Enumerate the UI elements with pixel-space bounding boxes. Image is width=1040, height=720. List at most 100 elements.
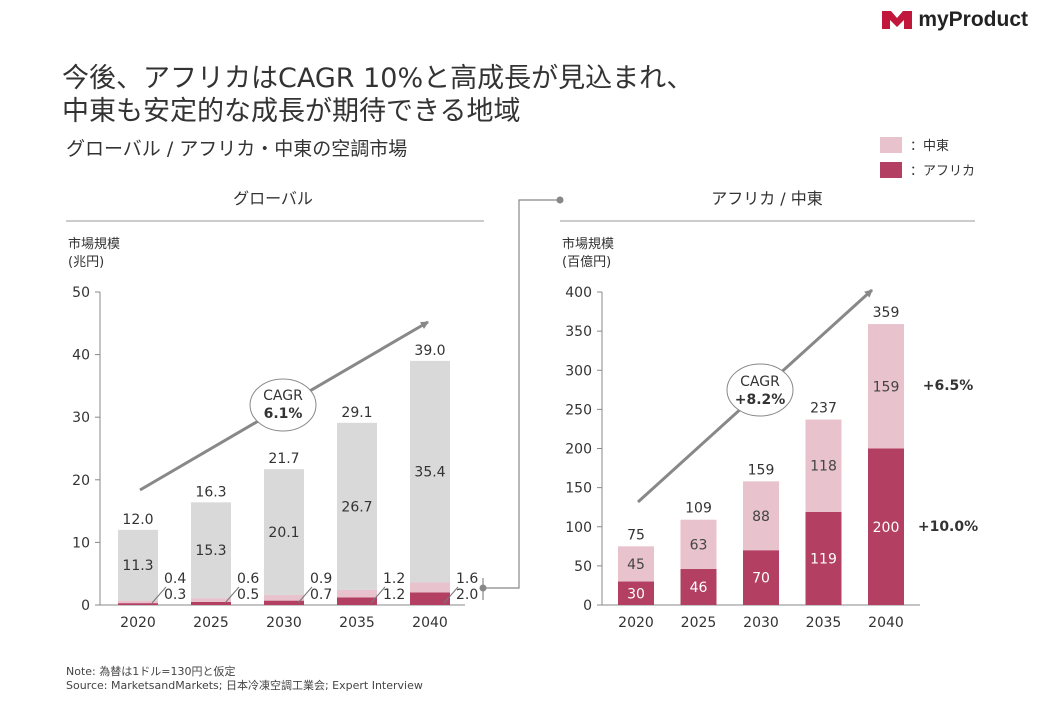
global-africa-label: 0.3 [164,587,186,603]
global-x-tick-label: 2030 [266,615,302,631]
global-cagr-value: 6.1% [264,406,303,422]
region-y-tick-label: 150 [565,481,592,497]
region-bar-total-label: 75 [627,527,645,543]
global-cagr-bubble [249,378,317,432]
footnote-note: Note: 為替は1ドル=130円と仮定 [66,665,236,678]
global-y-tick-label: 10 [72,535,90,551]
legend-swatch-africa [880,161,902,178]
region-bar-total-label: 359 [873,305,900,321]
page-subtitle: グローバル / アフリカ・中東の空調市場 [66,138,408,160]
global-y-tick-label: 30 [72,410,90,426]
global-ylabel-line1: 市場規模 [68,236,120,252]
global-bar-total-label: 21.7 [268,451,299,467]
region-cagr-value: +8.2% [735,392,786,408]
global-y-tick-label: 20 [72,473,90,489]
global-middle-east-label: 0.6 [237,571,259,587]
legend-swatch-middle-east [880,136,902,153]
global-y-tick-label: 0 [81,598,90,614]
region-africa-bar [743,550,779,605]
global-bar-value-label: 15.3 [195,543,226,559]
region-africa-bar [868,448,904,605]
global-bar-segment [264,469,304,595]
legend-item-africa: ：アフリカ [880,157,975,182]
global-africa-label: 0.7 [310,587,332,603]
region-middle-east-bar [805,419,842,512]
region-bar-total-label: 109 [685,501,712,517]
page-title: 今後、アフリカはCAGR 10%と高成長が見込まれ、 中東も安定的な成長が期待で… [62,62,693,128]
region-bar-total-label: 237 [810,401,837,417]
global-x-tick-label: 2040 [412,615,448,631]
region-africa-bar [680,569,717,605]
connector-dot-start [479,584,487,592]
region-africa-value-label: 46 [690,580,708,596]
global-bar-total-label: 29.1 [341,405,372,421]
region-middle-east-bar [868,324,904,449]
region-africa-value-label: 30 [627,586,645,602]
global-y-tick-label: 40 [72,348,90,364]
region-y-tick-label: 250 [565,402,592,418]
legend-label-middle-east: ：中東 [910,139,950,154]
global-x-tick-label: 2020 [120,615,156,631]
region-y-tick-label: 400 [565,285,592,301]
global-bar-total-label: 12.0 [122,512,153,528]
global-callout-leader [297,586,313,604]
page-title-line1: 今後、アフリカはCAGR 10%と高成長が見込まれ、 [62,63,694,94]
global-callout-leader [224,586,240,604]
global-bar-segment [410,582,450,593]
global-chart-title: グローバル [233,189,313,208]
region-cagr-bubble [726,363,794,417]
global-bar-segment [118,600,158,604]
region-chart-title: アフリカ / 中東 [711,189,823,208]
page-title-line2: 中東も安定的な成長が期待できる地域 [62,96,521,127]
region-africa-value-label: 70 [752,571,770,587]
global-bar-total-label: 39.0 [414,343,445,359]
region-y-tick-label: 350 [565,324,592,340]
global-africa-label: 1.2 [383,587,405,603]
brand-logo-text: myProduct [918,8,1028,31]
global-bar-value-label: 35.4 [414,465,445,481]
global-bar-segment [118,603,158,605]
global-callout-leader [370,586,386,604]
global-bar-segment [118,529,158,601]
global-x-tick-label: 2035 [339,615,375,631]
region-x-tick-label: 2040 [868,615,904,631]
global-callout-leader [151,586,167,604]
global-bar-segment [337,597,377,605]
global-callout-leader [443,586,459,604]
connector-line [482,199,560,600]
region-y-tick-label: 100 [565,520,592,536]
global-bar-segment [191,601,231,605]
global-bar-segment [337,422,377,590]
region-x-tick-label: 2035 [806,615,842,631]
global-bar-segment [191,502,231,599]
region-africa-bar [805,511,842,605]
region-y-tick-label: 50 [574,559,592,575]
footnote-source: Source: MarketsandMarkets; 日本冷凍空調工業会; Ex… [66,679,423,692]
global-x-tick-label: 2025 [193,615,229,631]
global-bar-value-label: 26.7 [341,499,372,515]
chart-legend: ：中東 ：アフリカ [880,132,975,182]
global-middle-east-label: 1.6 [456,571,478,587]
region-africa-bar [618,581,654,605]
global-cagr-label: CAGR [263,388,303,404]
global-y-tick-label: 50 [72,285,90,301]
global-middle-east-label: 0.9 [310,571,332,587]
region-bar-total-label: 159 [748,462,775,478]
global-bar-segment [264,600,304,605]
legend-item-middle-east: ：中東 [880,132,975,157]
legend-label-africa: ：アフリカ [910,164,976,179]
region-cagr-label: CAGR [740,374,780,390]
region-middle-east-bar [618,546,654,582]
region-x-tick-label: 2025 [681,615,717,631]
global-bar-total-label: 16.3 [195,484,226,500]
region-middle-east-value-label: 63 [690,537,708,553]
global-bar-value-label: 20.1 [268,525,299,541]
middle-east-cagr-label: +6.5% [923,378,974,394]
region-middle-east-value-label: 118 [810,459,837,475]
global-middle-east-label: 1.2 [383,571,405,587]
global-middle-east-label: 0.4 [164,571,186,587]
region-middle-east-value-label: 159 [873,379,900,395]
region-middle-east-value-label: 45 [627,557,645,573]
global-bar-value-label: 11.3 [122,558,153,574]
